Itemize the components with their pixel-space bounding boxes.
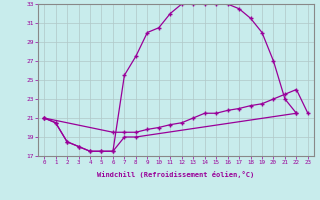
X-axis label: Windchill (Refroidissement éolien,°C): Windchill (Refroidissement éolien,°C) (97, 171, 255, 178)
